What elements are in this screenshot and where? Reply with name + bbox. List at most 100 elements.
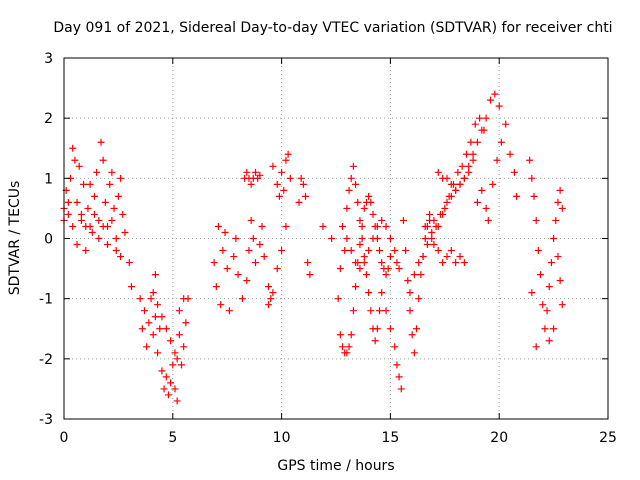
series-arc-g — [295, 174, 336, 279]
data-point — [258, 222, 266, 230]
data-point — [513, 192, 521, 200]
data-point — [278, 168, 286, 176]
data-point — [430, 216, 438, 224]
data-point — [178, 361, 186, 369]
data-point — [80, 180, 88, 188]
data-point — [110, 204, 118, 212]
data-point — [430, 241, 438, 249]
data-point — [275, 192, 283, 200]
data-point — [93, 168, 101, 176]
data-point — [106, 180, 114, 188]
data-point — [343, 235, 351, 242]
data-point — [214, 222, 222, 230]
data-point — [343, 349, 351, 357]
data-point — [384, 265, 392, 273]
data-point — [369, 235, 377, 242]
data-point — [410, 271, 418, 279]
data-point — [486, 96, 494, 104]
data-point — [460, 174, 468, 182]
data-point — [410, 349, 418, 357]
data-point — [319, 222, 327, 230]
x-axis-title: GPS time / hours — [277, 458, 394, 474]
data-point — [476, 114, 484, 122]
chart-title: Day 091 of 2021, Sidereal Day-to-day VTE… — [53, 20, 612, 36]
x-tick-label: 15 — [381, 430, 399, 446]
data-point — [415, 295, 423, 303]
data-point — [413, 325, 421, 333]
data-point — [347, 174, 355, 182]
data-point — [101, 198, 109, 206]
y-tick-label: 0 — [44, 232, 53, 248]
data-point — [395, 373, 403, 381]
data-point — [463, 150, 471, 158]
y-tick-labels: -3 -2 -1 0 1 2 3 — [39, 51, 53, 428]
data-point — [260, 253, 268, 261]
data-point — [478, 126, 486, 134]
data-point — [341, 247, 349, 255]
data-point — [406, 307, 414, 315]
data-point — [221, 228, 229, 236]
data-point — [278, 247, 286, 255]
data-point — [267, 295, 275, 303]
data-point — [75, 162, 83, 170]
data-point — [108, 168, 116, 176]
data-point — [171, 385, 179, 393]
data-point — [534, 247, 542, 255]
data-point — [234, 271, 242, 279]
data-point — [336, 265, 344, 273]
data-point — [304, 259, 312, 267]
data-point — [114, 192, 122, 200]
data-point — [469, 150, 477, 158]
data-point — [358, 222, 366, 230]
x-tick-labels: 0 5 10 15 20 25 — [60, 430, 617, 446]
data-point — [421, 222, 429, 230]
series-arc-b — [60, 198, 135, 291]
data-point — [99, 156, 107, 164]
data-point — [141, 307, 149, 315]
data-point — [456, 253, 464, 261]
x-tick-label: 25 — [599, 430, 617, 446]
data-point — [97, 138, 105, 146]
data-point — [545, 283, 553, 291]
data-point — [273, 265, 281, 273]
data-point — [382, 222, 390, 230]
data-point — [347, 331, 355, 339]
data-point — [251, 168, 259, 176]
data-point — [297, 174, 305, 182]
data-point — [354, 198, 362, 206]
data-point — [64, 210, 72, 218]
series-arc-n — [421, 90, 503, 230]
data-point — [362, 271, 370, 279]
data-point — [465, 162, 473, 170]
data-point — [371, 337, 379, 345]
data-point — [365, 192, 373, 200]
data-point — [406, 289, 414, 297]
data-point — [491, 90, 499, 98]
data-point — [158, 313, 166, 321]
series-arc-i — [336, 192, 394, 357]
data-point — [393, 259, 401, 267]
data-point — [334, 295, 342, 303]
data-point — [112, 247, 120, 255]
series-arc-h — [334, 162, 384, 345]
data-point — [69, 144, 77, 152]
x-tick-label: 10 — [273, 430, 291, 446]
data-point — [443, 253, 451, 261]
data-point — [441, 204, 449, 212]
data-point — [452, 259, 460, 267]
data-point — [408, 331, 416, 339]
data-point — [339, 343, 347, 351]
data-point — [269, 162, 277, 170]
data-point — [506, 150, 514, 158]
data-point — [378, 259, 386, 267]
data-point — [82, 247, 90, 255]
x-tick-label: 0 — [60, 430, 69, 446]
data-point — [415, 259, 423, 267]
data-point — [530, 192, 538, 200]
data-point — [180, 295, 188, 303]
data-point — [345, 343, 353, 351]
data-point — [556, 186, 564, 194]
data-point — [447, 247, 455, 255]
x-tick-label: 5 — [168, 430, 177, 446]
data-point — [456, 180, 464, 188]
